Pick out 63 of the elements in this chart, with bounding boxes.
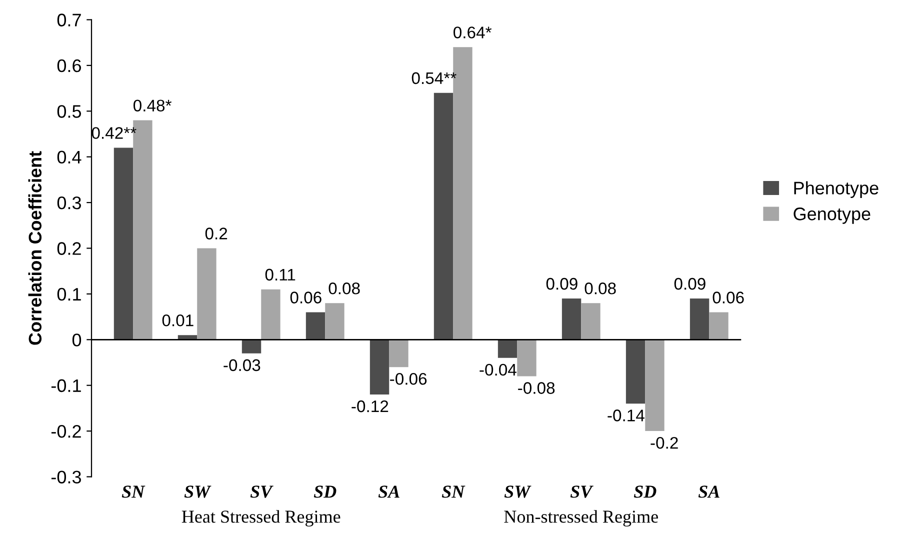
data-label: 0.11 <box>265 268 296 281</box>
data-label: 0.09 <box>674 278 706 290</box>
legend-label: Phenotype <box>794 181 878 198</box>
bar <box>517 340 536 376</box>
data-label: -0.06 <box>390 372 427 385</box>
bar <box>645 340 664 432</box>
data-label: 0.54** <box>412 72 456 84</box>
x-tick-label: SN <box>442 486 466 498</box>
data-label: 0.06 <box>712 292 744 304</box>
legend-label: Genotype <box>794 208 870 224</box>
bar <box>370 340 390 394</box>
bar <box>562 298 582 340</box>
data-label: -0.04 <box>480 364 516 376</box>
bar <box>389 340 408 368</box>
x-tick-label: SN <box>122 486 146 498</box>
data-label: 0.08 <box>584 282 616 294</box>
y-tick-label: -0.2 <box>51 424 81 438</box>
x-tick-label: SA <box>378 486 400 498</box>
data-label: 0.48* <box>133 100 172 112</box>
bar <box>498 340 518 358</box>
bar <box>709 312 728 340</box>
data-label: 0.01 <box>162 314 194 326</box>
data-label: -0.08 <box>518 382 555 394</box>
bar <box>690 298 710 340</box>
bar <box>261 289 280 340</box>
x-tick-label: SV <box>570 486 594 498</box>
y-tick-label: 0.3 <box>57 196 81 210</box>
data-label: 0.2 <box>205 228 228 240</box>
y-tick-label: -0.1 <box>51 379 81 392</box>
x-tick-label: SW <box>504 486 532 498</box>
x-tick-label: SW <box>184 486 212 498</box>
y-tick-label: 0.2 <box>57 242 81 255</box>
y-tick-label: 0.6 <box>57 59 81 72</box>
x-tick-label: SV <box>250 486 274 498</box>
y-tick-label: -0.3 <box>51 470 81 484</box>
data-label: -0.12 <box>352 400 388 412</box>
data-label: 0.42** <box>92 127 136 139</box>
bar <box>114 148 134 340</box>
y-tick-label: 0.7 <box>57 14 81 26</box>
x-tick-label: SD <box>314 486 336 498</box>
bar <box>434 92 454 340</box>
text: Heat Stressed Regime <box>182 510 340 527</box>
y-axis-title: Correlation Coefficient <box>28 151 42 345</box>
bar <box>325 303 344 340</box>
data-label: -0.2 <box>650 436 678 449</box>
y-tick-label: 0.4 <box>57 150 82 164</box>
y-tick-label: 0.1 <box>57 288 81 301</box>
bar <box>581 303 600 340</box>
x-tick-label: SD <box>634 486 656 498</box>
data-label: 0.08 <box>328 282 360 294</box>
bar <box>197 248 216 340</box>
bar <box>242 340 262 354</box>
data-label: -0.14 <box>608 410 644 422</box>
y-tick-label: 0 <box>72 334 82 346</box>
text: Non-stressed Regime <box>504 510 658 527</box>
data-label: -0.03 <box>224 359 260 372</box>
bar <box>626 340 646 404</box>
data-label: 0.64* <box>454 26 492 38</box>
y-tick-label: 0.5 <box>57 105 82 118</box>
x-tick-label: SA <box>698 486 720 498</box>
data-label: 0.06 <box>290 292 322 304</box>
bar <box>306 312 326 340</box>
data-label: 0.09 <box>546 278 578 290</box>
